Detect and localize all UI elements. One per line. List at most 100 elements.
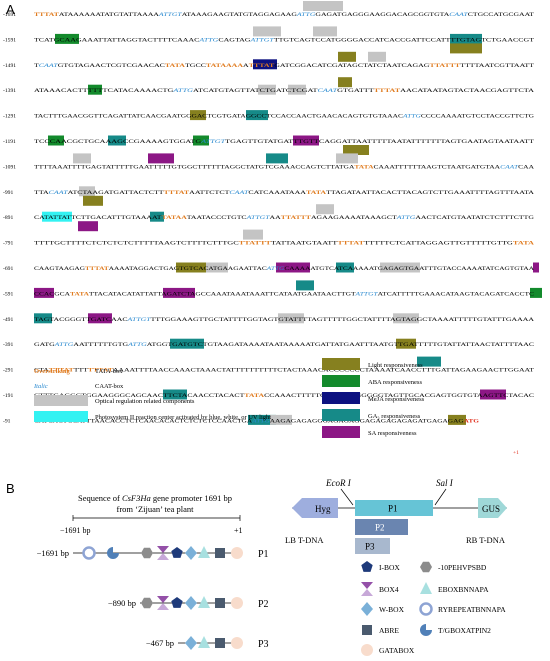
element-highlights bbox=[34, 1, 542, 425]
light-element-box bbox=[176, 262, 206, 273]
optical-element-box bbox=[270, 414, 292, 425]
promoter-sequence: -1691 TTTAT ATAAAAAATATGTATTAAAA ATTGT ATAAA… bbox=[3, 12, 535, 424]
legend-item: RYREPEATBNNAPA bbox=[419, 602, 506, 616]
row-position: -91 bbox=[3, 418, 11, 424]
legend-item: -10PEHVPSBD bbox=[420, 561, 487, 573]
ga-legend-label: GA₃ responsiveness bbox=[368, 413, 421, 420]
diamond-icon bbox=[185, 636, 197, 650]
ga-element-box bbox=[450, 33, 482, 44]
legend-item: ABRE bbox=[362, 625, 399, 635]
sal-label: Sal I bbox=[436, 478, 454, 488]
diamond-icon bbox=[185, 596, 197, 610]
optical-element-box bbox=[288, 84, 306, 95]
aba-element-box bbox=[55, 33, 79, 44]
legend-item: W-BOX bbox=[361, 602, 405, 616]
light-element-box bbox=[396, 338, 416, 349]
optical-element-box bbox=[316, 204, 334, 215]
rb-tdna-label: RB T-DNA bbox=[466, 535, 506, 545]
ecor-pointer bbox=[340, 488, 354, 506]
aba-element-box bbox=[530, 287, 542, 298]
ga-element-box bbox=[296, 280, 314, 291]
scale-left-label: −1691 bp bbox=[60, 526, 91, 535]
hyg-arrow bbox=[292, 498, 338, 518]
row-position: -1291 bbox=[3, 114, 16, 120]
row-position: -1591 bbox=[3, 37, 16, 43]
row-position: -391 bbox=[3, 342, 13, 348]
sequence-row: TCATGCAAGAAATTATTAGGTACTTTTCAAAC ATTG CAGT… bbox=[34, 37, 535, 43]
promoter-title: Sequence of CsF3Ha gene promoter 1691 bp… bbox=[60, 493, 243, 535]
tss-label: +1 bbox=[513, 450, 519, 456]
ga-element-box bbox=[266, 153, 288, 164]
row-position: -1491 bbox=[3, 63, 16, 69]
scale-right-label: +1 bbox=[234, 526, 243, 535]
row-position: -591 bbox=[3, 291, 13, 297]
hexagon-icon bbox=[420, 561, 432, 573]
row-position: -491 bbox=[3, 317, 13, 323]
sequence-row: TTTAT ATAAAAAATATGTATTAAAA ATTGT ATAAAGAAGT… bbox=[34, 12, 535, 18]
sequence-row: TTA CAAT ATCTAAGATGATTACTCTT TTTAT AATTCTCT C… bbox=[34, 190, 534, 196]
square-icon bbox=[215, 598, 225, 608]
ga-element-box bbox=[108, 135, 126, 146]
caat-style-word: Italic bbox=[33, 383, 48, 390]
ps2-legend-label: Photosystem II reaction center activated… bbox=[95, 414, 271, 421]
p1-block bbox=[355, 500, 433, 516]
optical-legend-label: Optical regulation related components bbox=[95, 398, 195, 405]
ga-swatch bbox=[322, 409, 360, 421]
construct-name: P3 bbox=[258, 639, 269, 650]
optical-element-box bbox=[303, 1, 343, 11]
sa-legend-label: SA responsiveness bbox=[368, 430, 417, 437]
panel-b-label: B bbox=[6, 481, 15, 496]
circle-icon bbox=[361, 644, 373, 656]
diamond-icon bbox=[185, 546, 197, 560]
ps2-element-box bbox=[42, 211, 72, 222]
optical-element-box bbox=[368, 51, 386, 62]
ga-element-box bbox=[163, 389, 187, 400]
aba-element-box bbox=[193, 135, 209, 146]
sequence-row: CTA TTTAT TTT TTTAT AAAATTTTAACCAAACTAAACTAT… bbox=[34, 368, 535, 374]
light-element-box bbox=[338, 51, 356, 62]
optical-element-box bbox=[380, 262, 420, 273]
optical-element-box bbox=[258, 84, 276, 95]
construct-start: −1691 bp bbox=[37, 548, 69, 558]
row-position: -1191 bbox=[3, 139, 16, 145]
construct-name: P1 bbox=[258, 549, 269, 560]
row-position: -891 bbox=[3, 215, 13, 221]
hyg-label: Hyg bbox=[315, 504, 331, 514]
square-icon bbox=[362, 625, 372, 635]
legend-label: RYREPEATBNNAPA bbox=[438, 605, 506, 614]
promoter-constructs: −1691 bp P1 −890 bp P2 −467 bp P3 bbox=[37, 546, 269, 650]
sequence-row: TCCCAACGCTGCAAAGCCGAAAAGTGGATG ATTGT TGAGT… bbox=[34, 139, 535, 145]
p1-block-label: P1 bbox=[388, 504, 398, 514]
construct-start: −467 bp bbox=[146, 638, 174, 648]
sequence-row: GATG ATTG AATTTTTTGTG ATTG ATGGTGATGTCTGTAAG… bbox=[34, 342, 534, 348]
optical-element-box bbox=[253, 26, 281, 37]
meja-swatch bbox=[322, 392, 360, 404]
triangle-icon bbox=[420, 582, 432, 594]
sequence-row: TTTTAAATTTTGAGTATTTTTGAATTTTTGTGGCTTTTTT… bbox=[34, 164, 534, 170]
row-position: -1391 bbox=[3, 88, 16, 94]
gus-arrow bbox=[478, 498, 507, 518]
light-element-box bbox=[338, 77, 352, 88]
ring-icon bbox=[82, 546, 96, 560]
p3-block-label: P3 bbox=[365, 542, 375, 552]
panel-a-label: A bbox=[6, 2, 15, 17]
ga-element-box bbox=[246, 110, 268, 121]
bowtie-icon bbox=[361, 582, 373, 596]
pentagon-icon bbox=[171, 547, 183, 558]
diamond-icon bbox=[361, 602, 373, 616]
row-position: -791 bbox=[3, 241, 13, 247]
pacman-icon bbox=[420, 624, 432, 636]
promoter-title-line2: from ‘Zijuan’ tea plant bbox=[116, 504, 194, 514]
bowtie-icon bbox=[157, 546, 169, 560]
construct-start: −890 bp bbox=[108, 598, 136, 608]
bowtie-icon bbox=[157, 596, 169, 610]
hexagon-icon bbox=[141, 547, 153, 559]
light-element-box bbox=[450, 43, 482, 54]
p2-block-label: P2 bbox=[375, 523, 385, 533]
square-icon bbox=[215, 638, 225, 648]
aba-element-box bbox=[88, 84, 102, 95]
tata-style-word: Overstriking bbox=[34, 368, 70, 375]
triangle-icon bbox=[198, 596, 210, 608]
